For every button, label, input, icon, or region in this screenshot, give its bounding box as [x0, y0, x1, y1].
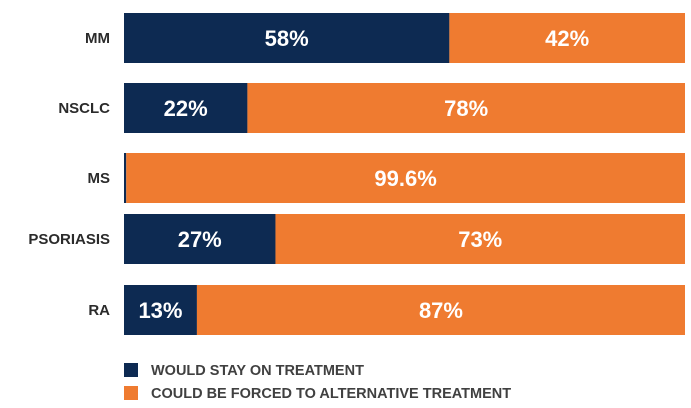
category-label-ms: MS — [88, 170, 111, 187]
data-label-nsclc-series-2: 78% — [444, 96, 488, 121]
data-label-mm-series-1: 58% — [265, 26, 309, 51]
bar-segment-ra-series-2 — [196, 285, 685, 335]
legend-swatch-series-2 — [124, 386, 138, 400]
bar-segment-psoriasis-series-2 — [275, 214, 685, 264]
category-axis: MM NSCLC MS PSORIASIS RA — [28, 30, 110, 319]
category-label-mm: MM — [85, 30, 110, 47]
data-label-psoriasis-series-1: 27% — [178, 227, 222, 252]
category-label-ra: RA — [88, 302, 110, 319]
legend: WOULD STAY ON TREATMENT COULD BE FORCED T… — [124, 363, 511, 402]
bar-segment-ms-series-1 — [124, 153, 127, 203]
data-label-ra-series-1: 13% — [138, 298, 182, 323]
category-label-psoriasis: PSORIASIS — [28, 231, 110, 248]
legend-label-series-2: COULD BE FORCED TO ALTERNATIVE TREATMENT — [151, 386, 511, 402]
legend-label-series-1: WOULD STAY ON TREATMENT — [151, 363, 364, 379]
bar-segment-mm-series-1 — [124, 13, 450, 63]
legend-swatch-series-1 — [124, 363, 138, 377]
bar-segment-ms-series-2 — [126, 153, 686, 203]
data-label-ms-series-2: 99.6% — [374, 166, 436, 191]
category-label-nsclc: NSCLC — [58, 100, 110, 117]
data-label-psoriasis-series-2: 73% — [458, 227, 502, 252]
bar-segment-nsclc-series-2 — [247, 83, 686, 133]
data-label-ra-series-2: 87% — [419, 298, 463, 323]
bar-segment-nsclc-series-1 — [124, 83, 248, 133]
bar-segment-ra-series-1 — [124, 285, 197, 335]
bar-segment-psoriasis-series-1 — [124, 214, 276, 264]
bar-area: 58% 42% 22% 78% 99.6% 27% 73% 13% 87% — [124, 13, 686, 335]
bar-segment-mm-series-2 — [449, 13, 685, 63]
data-label-mm-series-2: 42% — [545, 26, 589, 51]
data-label-nsclc-series-1: 22% — [164, 96, 208, 121]
